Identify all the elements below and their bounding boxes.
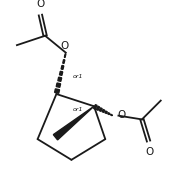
Text: or1: or1	[72, 74, 83, 79]
Polygon shape	[60, 71, 63, 75]
Polygon shape	[102, 109, 105, 113]
Polygon shape	[63, 60, 65, 64]
Text: O: O	[118, 110, 126, 120]
Polygon shape	[99, 108, 102, 111]
Polygon shape	[64, 54, 66, 57]
Polygon shape	[61, 65, 64, 69]
Polygon shape	[56, 83, 61, 87]
Polygon shape	[111, 114, 112, 116]
Polygon shape	[53, 106, 94, 140]
Polygon shape	[58, 77, 62, 81]
Text: O: O	[36, 0, 45, 9]
Polygon shape	[96, 106, 100, 110]
Polygon shape	[55, 89, 60, 93]
Polygon shape	[108, 113, 110, 115]
Text: O: O	[61, 41, 69, 51]
Text: O: O	[145, 147, 154, 157]
Polygon shape	[94, 105, 97, 109]
Text: or1: or1	[72, 107, 83, 112]
Polygon shape	[105, 111, 107, 113]
